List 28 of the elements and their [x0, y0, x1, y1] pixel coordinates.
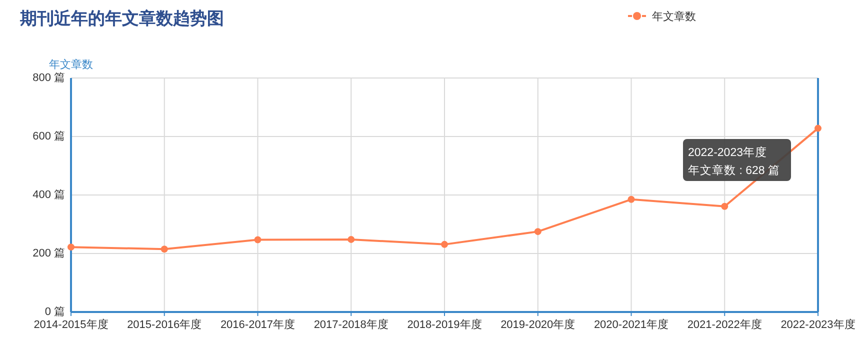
point	[721, 202, 728, 210]
x-tick-label: 2021-2022年度	[687, 318, 762, 331]
y-tick-label: 400 篇	[32, 188, 65, 201]
y-tick-label: 200 篇	[32, 247, 65, 260]
y-axis-title: 年文章数	[49, 58, 93, 71]
y-tick-label: 0 篇	[44, 306, 65, 318]
point	[348, 236, 355, 243]
y-tick-label: 600 篇	[32, 130, 65, 142]
legend-label: 年文章数	[652, 10, 696, 23]
chart-title: 期刊近年的年文章数趋势图	[19, 9, 224, 28]
annotation: 年文章数 : 628 篇	[688, 163, 780, 177]
annotation: 2022-2023年度	[688, 145, 767, 159]
x-tick-label: 2022-2023年度	[780, 318, 856, 331]
point	[534, 228, 542, 236]
x-tick-label: 2014-2015年度	[34, 318, 108, 331]
x-tick-label: 2016-2017年度	[220, 318, 296, 331]
point	[628, 196, 635, 203]
point	[68, 244, 74, 251]
x-tick-label: 2018-2019年度	[407, 318, 482, 331]
x-tick-label: 2019-2020年度	[500, 318, 576, 331]
point	[254, 236, 262, 244]
x-tick-label: 2020-2021年度	[594, 318, 669, 331]
x-tick-label: 2017-2018年度	[314, 318, 388, 331]
point	[160, 246, 168, 253]
point	[814, 124, 822, 132]
point	[441, 240, 448, 248]
x-tick-label: 2015-2016年度	[127, 318, 202, 331]
y-tick-label: 800 篇	[32, 72, 65, 84]
